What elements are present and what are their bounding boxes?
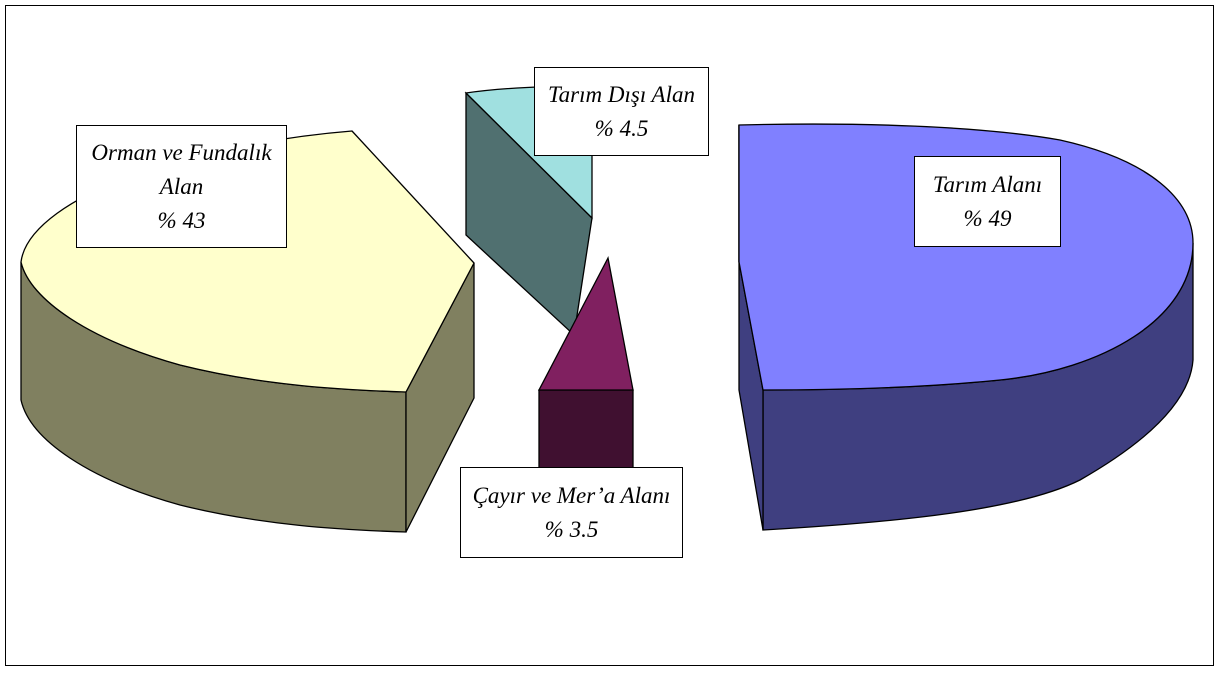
- slice-tarim-alani: [738, 123, 1194, 531]
- slice-cayir-top: [537, 256, 634, 391]
- slice-cayir-mera: [537, 256, 634, 471]
- label-orman-name-2: Alan: [159, 173, 204, 199]
- label-tarim-name: Tarım Alanı: [932, 171, 1043, 197]
- label-cayir-mera: Çayır ve Mer’a Alanı % 3.5: [460, 467, 683, 558]
- label-tarim-disi: Tarım Dışı Alan % 4.5: [534, 67, 709, 156]
- label-cayir-name: Çayır ve Mer’a Alanı: [472, 482, 671, 508]
- label-orman-pct: % 43: [157, 207, 206, 233]
- label-orman-fundalik: Orman ve Fundalık Alan % 43: [76, 125, 287, 248]
- label-disi-name: Tarım Dışı Alan: [548, 81, 695, 107]
- slice-cayir-side: [538, 389, 634, 471]
- label-disi-pct: % 4.5: [594, 115, 649, 141]
- label-orman-name-1: Orman ve Fundalık: [91, 139, 272, 165]
- slice-tarim-top: [738, 123, 1194, 391]
- label-cayir-pct: % 3.5: [544, 516, 599, 542]
- label-tarim-pct: % 49: [963, 205, 1012, 231]
- label-tarim-alani: Tarım Alanı % 49: [914, 156, 1061, 247]
